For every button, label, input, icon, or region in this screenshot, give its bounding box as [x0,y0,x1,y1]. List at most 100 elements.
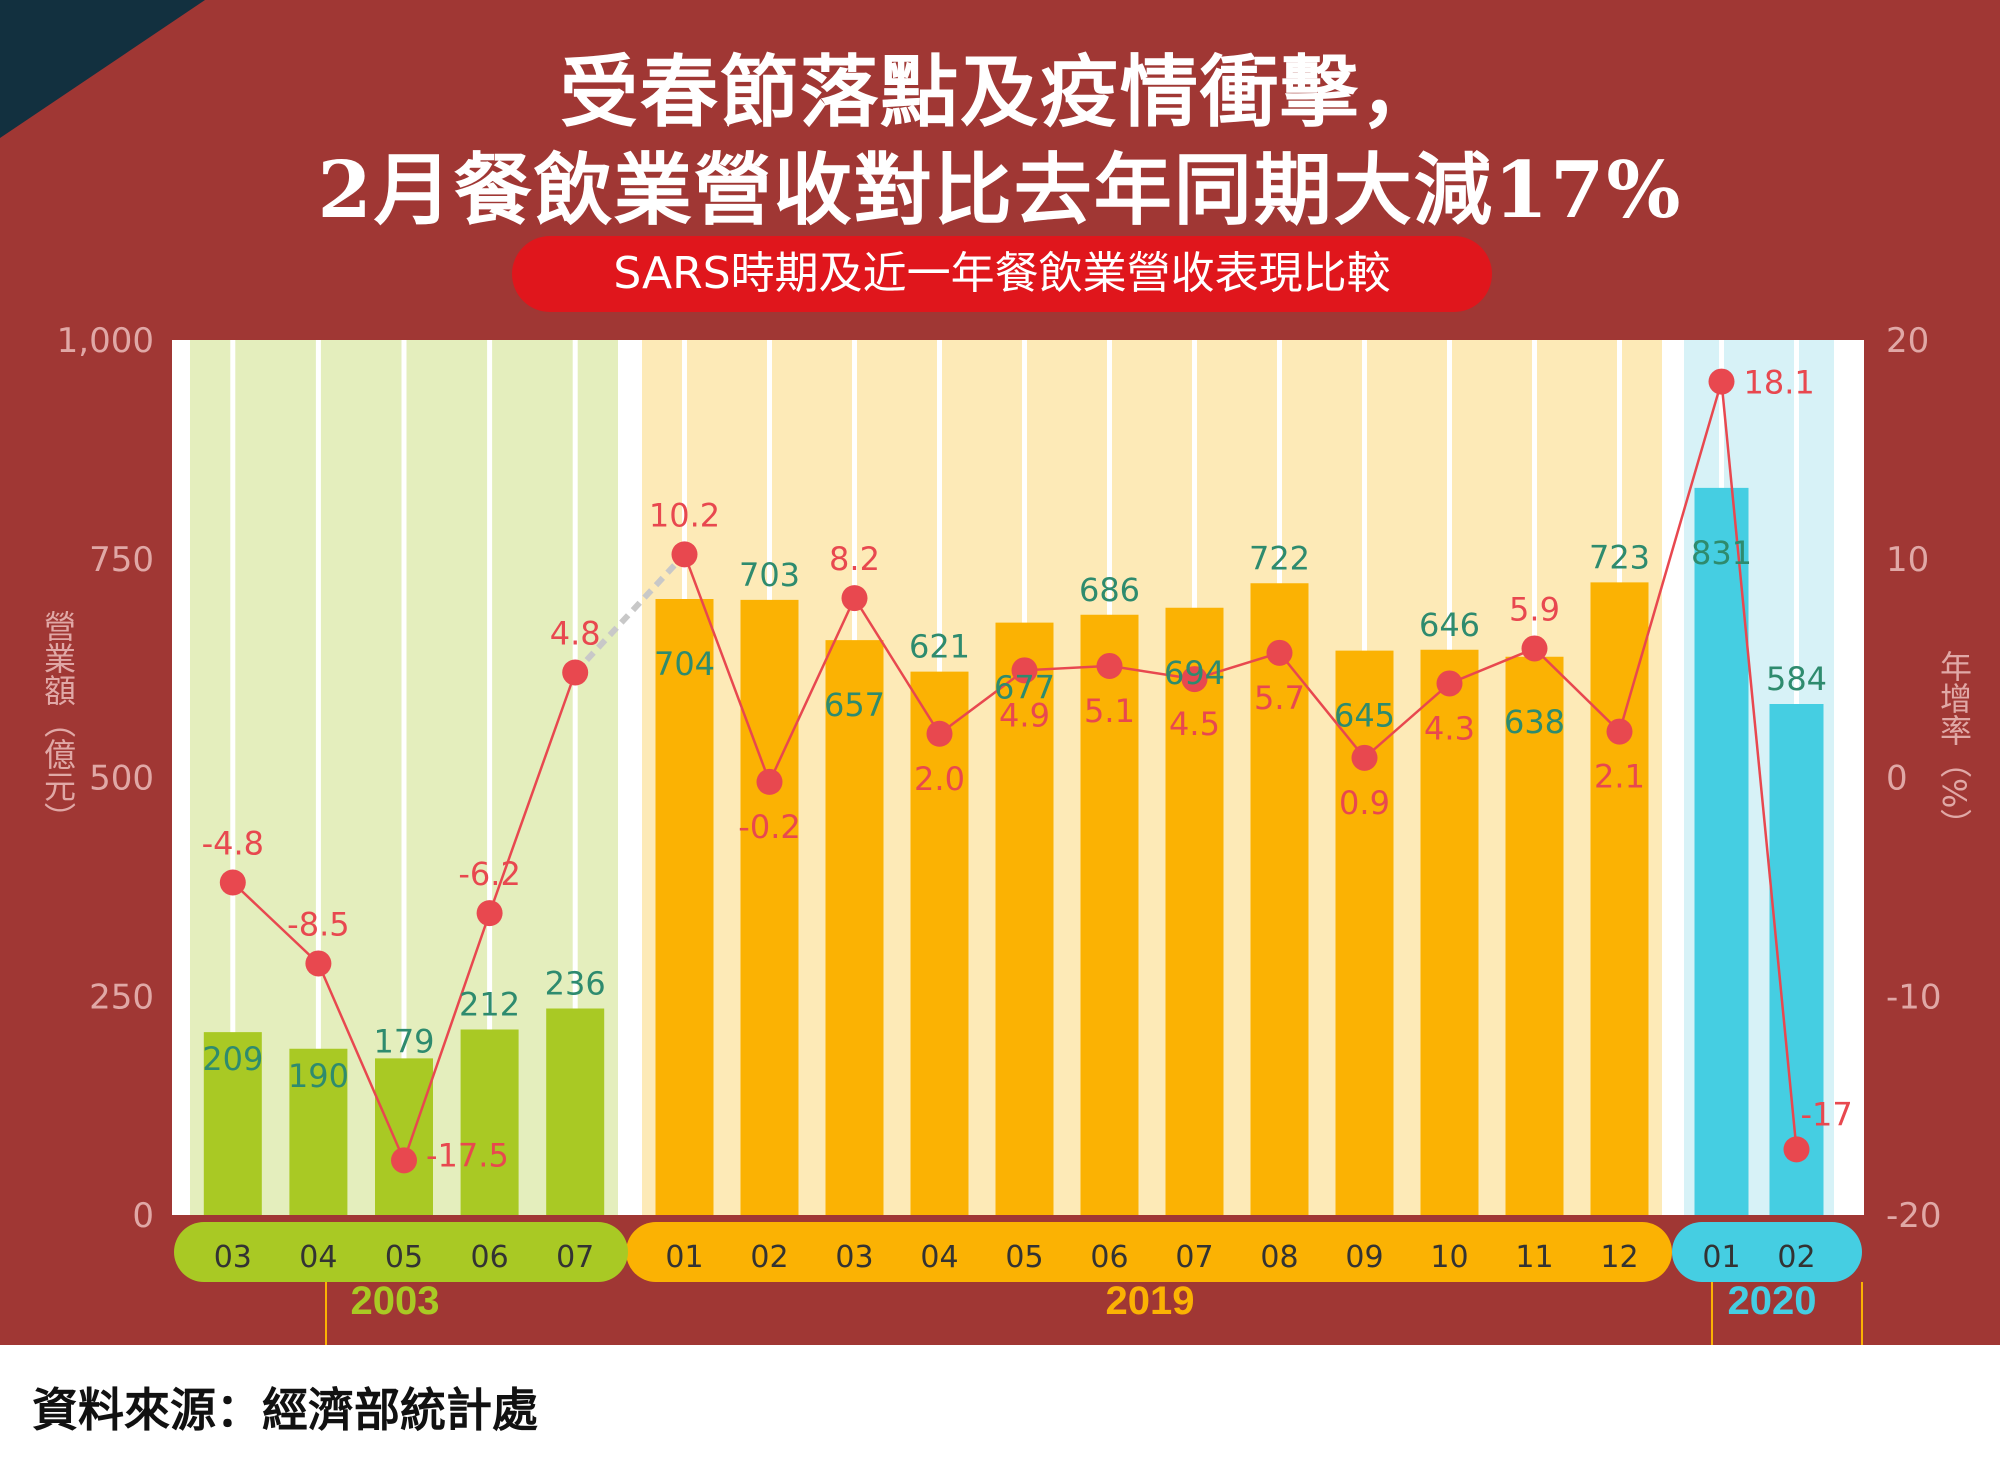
growth-label-2019-05: 4.9 [999,696,1050,734]
month-label-2019-05: 05 [1005,1240,1043,1275]
value-label-2019-05: 677 [994,669,1055,707]
growth-point-2019-01 [671,541,698,568]
month-label-2019-02: 02 [750,1240,788,1275]
growth-label-2019-11: 5.9 [1509,590,1560,628]
growth-line-2019 [683,553,1621,786]
value-label-2019-01: 704 [654,645,715,683]
value-label-2019-04: 621 [909,628,970,666]
month-pill-2020 [1672,1222,1862,1282]
source-note: 資料來源：經濟部統計處 [32,1383,538,1437]
value-label-2003-03: 209 [202,1040,263,1078]
right-tick-label: 0 [1886,759,1908,799]
month-pill-2019 [626,1222,1672,1282]
growth-label-2003-05: -17.5 [426,1136,509,1174]
month-label-2019-04: 04 [920,1240,958,1275]
growth-label-2019-10: 4.3 [1424,709,1475,747]
month-label-2019-10: 10 [1430,1240,1468,1275]
bar-2019-01 [655,599,714,1215]
growth-point-2019-08 [1266,639,1293,666]
bar-2019-11 [1505,656,1564,1215]
growth-label-2019-01: 10.2 [649,496,720,534]
value-label-2020-01: 831 [1691,534,1752,572]
month-label-2020-01: 01 [1702,1240,1740,1275]
value-label-2003-07: 236 [545,965,606,1003]
month-label-2020-02: 02 [1777,1240,1815,1275]
bar-2020-01 [1694,487,1749,1215]
bar-2019-07 [1165,607,1224,1215]
growth-label-2003-07: 4.8 [550,615,601,653]
month-label-2019-07: 07 [1175,1240,1213,1275]
month-label-2019-01: 01 [665,1240,703,1275]
right-tick-label: 20 [1886,321,1929,361]
left-tick-label: 0 [132,1196,154,1236]
value-label-2019-02: 703 [739,556,800,594]
bar-2003-06 [460,1029,519,1215]
bar-2019-05 [995,622,1054,1215]
month-label-2003-07: 07 [556,1240,594,1275]
growth-line-connector [1618,381,1723,732]
growth-label-2019-08: 5.7 [1254,679,1305,717]
growth-point-2019-10 [1436,670,1463,697]
month-label-2019-08: 08 [1260,1240,1298,1275]
bar-2003-03 [203,1032,262,1215]
month-label-2003-03: 03 [214,1240,252,1275]
month-label-2003-06: 06 [471,1240,509,1275]
year-label-2020: 2020 [1728,1279,1817,1323]
growth-point-2020-01 [1708,368,1735,395]
value-label-2019-08: 722 [1249,539,1310,577]
bar-2019-04 [910,671,969,1215]
bar-2003-07 [546,1008,605,1215]
growth-point-2019-09 [1351,744,1378,771]
month-label-2019-09: 09 [1345,1240,1383,1275]
growth-label-2020-01: 18.1 [1744,364,1815,402]
growth-point-2003-06 [476,900,503,927]
value-label-2003-05: 179 [373,1022,434,1060]
growth-label-2003-03: -4.8 [202,825,264,863]
growth-label-2003-04: -8.5 [287,905,349,943]
year-label-2003: 2003 [351,1279,440,1323]
left-tick-label: 750 [89,540,154,580]
right-axis-title: 年增率（%） [1935,650,1973,840]
growth-point-2003-03 [219,869,246,896]
bar-2003-05 [375,1058,433,1215]
growth-point-2019-12 [1606,718,1633,745]
dashed-connector [572,552,687,675]
growth-point-2019-05 [1011,657,1038,684]
right-tick-label: -10 [1886,977,1942,1017]
value-label-2003-06: 212 [459,986,520,1024]
growth-point-2019-07 [1181,666,1208,693]
growth-label-2020-02: -17 [1801,1095,1853,1133]
value-label-2019-06: 686 [1079,571,1140,609]
growth-point-2019-06 [1096,652,1123,679]
left-tick-label: 1,000 [57,321,154,361]
value-label-2019-07: 694 [1164,654,1225,692]
growth-point-2020-02 [1783,1136,1810,1163]
growth-point-2019-04 [926,720,953,747]
growth-point-2019-11 [1521,635,1548,662]
bar-2019-06 [1080,614,1139,1215]
growth-label-2019-04: 2.0 [914,760,965,798]
right-tick-label: 10 [1886,540,1929,580]
value-label-2019-03: 657 [824,686,885,724]
subtitle-pill: SARS時期及近一年餐飲業營收表現比較 [512,236,1492,312]
growth-label-2019-02: -0.2 [738,808,800,846]
growth-point-2019-03 [841,585,868,612]
right-tick-label: -20 [1886,1196,1942,1236]
growth-point-2003-04 [305,950,332,977]
bar-2019-08 [1250,583,1309,1215]
growth-point-2003-07 [562,659,589,686]
growth-point-2019-02 [756,768,783,795]
bar-2019-12 [1590,582,1649,1215]
month-label-2019-06: 06 [1090,1240,1128,1275]
bar-2019-03 [825,640,884,1215]
value-label-2020-02: 584 [1766,660,1827,698]
growth-label-2003-06: -6.2 [458,855,520,893]
month-label-2003-05: 05 [385,1240,423,1275]
month-label-2019-12: 12 [1600,1240,1638,1275]
bar-2019-02 [740,599,799,1215]
left-tick-label: 250 [89,977,154,1017]
month-pill-2003 [174,1222,628,1282]
left-axis-title: 營業額（億元） [39,610,77,834]
title-line-1: 受春節落點及疫情衝擊， [559,47,1440,138]
